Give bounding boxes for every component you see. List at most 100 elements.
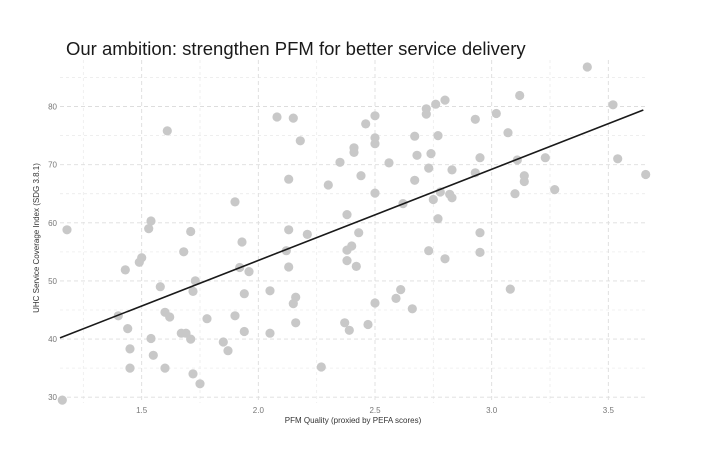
data-point bbox=[391, 293, 401, 303]
data-point bbox=[272, 112, 282, 122]
data-point bbox=[540, 153, 550, 163]
y-tick-labels: 30 40 50 60 70 80 bbox=[48, 103, 57, 403]
y-tick-label: 60 bbox=[48, 219, 57, 228]
data-point bbox=[347, 241, 357, 251]
data-point bbox=[351, 261, 361, 271]
data-point bbox=[239, 326, 249, 337]
data-point bbox=[230, 311, 240, 321]
data-point bbox=[503, 128, 513, 138]
data-point bbox=[218, 337, 228, 347]
data-point bbox=[340, 318, 350, 328]
x-axis-label: PFM Quality (proxied by PEFA scores) bbox=[285, 416, 422, 425]
data-point bbox=[582, 62, 592, 72]
data-point bbox=[426, 149, 436, 159]
data-point bbox=[160, 363, 170, 373]
data-point bbox=[505, 284, 515, 294]
data-point bbox=[410, 131, 420, 141]
data-point bbox=[356, 171, 366, 181]
data-point bbox=[342, 256, 352, 266]
data-point bbox=[162, 126, 172, 136]
data-point bbox=[410, 175, 420, 185]
data-point bbox=[431, 99, 441, 109]
data-point bbox=[475, 247, 485, 257]
data-point bbox=[284, 262, 294, 272]
data-point bbox=[202, 314, 212, 324]
data-point bbox=[288, 113, 298, 123]
data-point bbox=[433, 214, 443, 224]
y-tick-label: 40 bbox=[48, 335, 57, 344]
trend-line-group bbox=[59, 109, 644, 339]
data-point bbox=[190, 276, 200, 286]
x-tick-label: 2.0 bbox=[253, 406, 265, 415]
data-point bbox=[370, 139, 380, 149]
data-point bbox=[291, 318, 301, 328]
data-point bbox=[146, 216, 156, 226]
data-point bbox=[433, 131, 443, 141]
data-point bbox=[62, 225, 72, 235]
data-point bbox=[188, 369, 198, 379]
data-point bbox=[510, 189, 520, 199]
data-point bbox=[349, 147, 359, 157]
data-point bbox=[354, 228, 364, 238]
data-point bbox=[223, 346, 233, 356]
data-point bbox=[123, 324, 133, 334]
x-tick-label: 3.5 bbox=[603, 406, 615, 415]
data-point bbox=[608, 100, 618, 110]
data-point bbox=[428, 194, 438, 205]
data-point bbox=[424, 163, 434, 173]
data-point bbox=[302, 229, 312, 239]
y-tick-label: 80 bbox=[48, 103, 57, 112]
data-point bbox=[475, 228, 485, 238]
data-point bbox=[370, 298, 380, 308]
data-point bbox=[412, 150, 422, 160]
data-point bbox=[284, 174, 294, 184]
y-axis-label: UHC Service Coverage Index (SDG 3.8.1) bbox=[32, 163, 41, 313]
data-point bbox=[447, 193, 457, 203]
data-point bbox=[186, 226, 196, 237]
chart-title: Our ambition: strengthen PFM for better … bbox=[66, 38, 526, 59]
data-point bbox=[447, 165, 457, 175]
data-point bbox=[316, 362, 326, 372]
data-point bbox=[165, 312, 175, 322]
data-point bbox=[370, 188, 380, 198]
data-point bbox=[475, 153, 485, 163]
data-point bbox=[125, 344, 135, 354]
y-tick-label: 70 bbox=[48, 161, 57, 170]
data-point bbox=[361, 119, 371, 129]
data-point bbox=[57, 395, 67, 405]
data-point bbox=[515, 90, 525, 101]
data-points bbox=[57, 62, 651, 405]
data-point bbox=[155, 282, 165, 292]
data-point bbox=[370, 111, 380, 121]
y-tick-label: 50 bbox=[48, 277, 57, 286]
data-point bbox=[291, 292, 301, 302]
data-point bbox=[265, 328, 275, 338]
data-point bbox=[396, 285, 406, 295]
data-point bbox=[230, 197, 240, 207]
data-point bbox=[295, 136, 305, 146]
data-point bbox=[519, 176, 529, 187]
data-point bbox=[195, 379, 205, 389]
trend-line bbox=[59, 109, 644, 339]
data-point bbox=[424, 246, 434, 256]
data-point bbox=[244, 267, 254, 277]
x-tick-label: 2.5 bbox=[369, 406, 381, 415]
data-point bbox=[146, 333, 156, 344]
data-point bbox=[363, 319, 373, 330]
data-point bbox=[144, 224, 154, 234]
data-point bbox=[407, 304, 417, 314]
data-point bbox=[491, 108, 501, 119]
x-tick-labels: 1.5 2.0 2.5 3.0 3.5 bbox=[136, 406, 614, 415]
data-point bbox=[641, 169, 651, 180]
data-point bbox=[120, 265, 130, 275]
data-point bbox=[342, 210, 352, 220]
data-point bbox=[179, 247, 189, 257]
data-point bbox=[137, 253, 147, 263]
x-tick-label: 1.5 bbox=[136, 406, 148, 415]
data-point bbox=[125, 363, 135, 373]
data-point bbox=[284, 225, 294, 235]
data-point bbox=[265, 286, 275, 296]
data-point bbox=[188, 286, 198, 296]
data-point bbox=[237, 237, 247, 247]
